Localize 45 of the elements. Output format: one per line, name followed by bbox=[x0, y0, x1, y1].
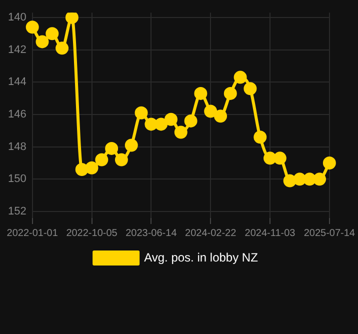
point bbox=[65, 12, 78, 24]
point bbox=[244, 82, 257, 96]
y-tick-label: 144 bbox=[8, 76, 26, 88]
point bbox=[214, 110, 227, 123]
x-tick-label: 2024-11-03 bbox=[244, 228, 296, 239]
point bbox=[184, 114, 198, 128]
point bbox=[75, 162, 88, 176]
point bbox=[264, 152, 277, 165]
point bbox=[105, 142, 118, 155]
point bbox=[46, 27, 59, 40]
point bbox=[254, 130, 267, 144]
y-tick-label: 150 bbox=[8, 173, 26, 186]
y-tick-label: 142 bbox=[8, 44, 26, 56]
point bbox=[164, 112, 178, 126]
x-tick-label: 2023-06-14 bbox=[126, 228, 178, 239]
x-tick-label: 2024-02-22 bbox=[185, 228, 237, 239]
legend-label: Avg. pos. in lobby NZ bbox=[144, 250, 258, 264]
point bbox=[124, 138, 138, 152]
point bbox=[174, 126, 188, 139]
x-tick-label: 2022-10-05 bbox=[66, 228, 118, 239]
point bbox=[36, 35, 49, 48]
y-tick-label: 148 bbox=[8, 140, 26, 153]
y-tick-label: 152 bbox=[8, 206, 26, 218]
point bbox=[293, 172, 306, 186]
point bbox=[114, 153, 128, 166]
point bbox=[234, 70, 247, 84]
x-tick-label: 2025-07-14 bbox=[304, 228, 356, 239]
x-tick-label: 2022-01-01 bbox=[6, 228, 58, 239]
point bbox=[313, 172, 326, 186]
point bbox=[134, 106, 148, 120]
y-tick-label: 146 bbox=[8, 108, 26, 121]
point bbox=[204, 104, 218, 118]
point bbox=[283, 174, 296, 188]
y-tick-label: 140 bbox=[8, 11, 26, 24]
point bbox=[26, 20, 39, 34]
point bbox=[144, 118, 158, 131]
point bbox=[303, 172, 316, 186]
point bbox=[224, 86, 237, 100]
point bbox=[85, 161, 98, 174]
point bbox=[95, 153, 108, 166]
point bbox=[194, 86, 208, 100]
point bbox=[273, 152, 286, 165]
point bbox=[154, 118, 168, 131]
point bbox=[322, 156, 336, 170]
point bbox=[56, 42, 69, 55]
